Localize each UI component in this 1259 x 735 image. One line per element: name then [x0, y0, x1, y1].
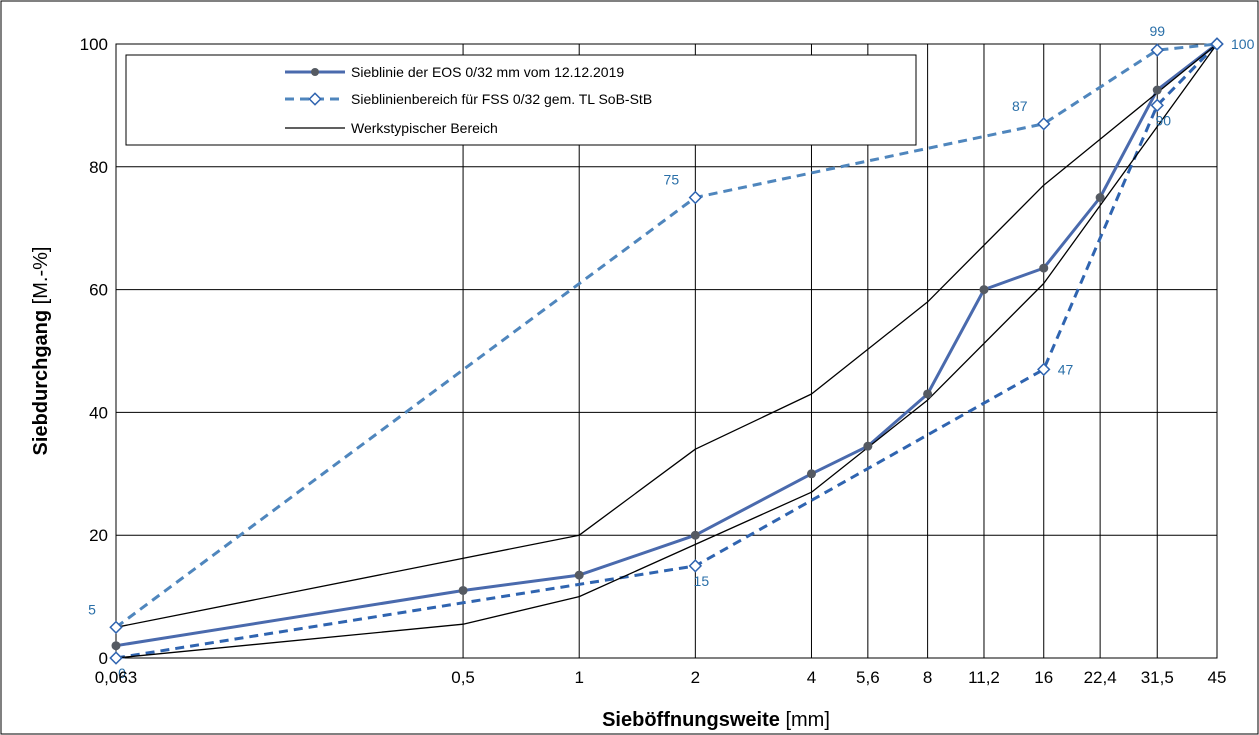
x-axis-title: Sieböffnungsweite [mm] [602, 709, 830, 731]
point-fss_upper-3 [1150, 43, 1164, 57]
point-fss_lower-1 [688, 559, 703, 573]
point-fss_lower-3 [1150, 98, 1164, 113]
y-axis-title-unit: [M.-%] [30, 247, 52, 310]
point-eos-6 [923, 389, 933, 399]
legend-label-fss: Sieblinienbereich für FSS 0/32 gem. TL S… [351, 91, 652, 107]
legend-item-eos: Sieblinie der EOS 0/32 mm vom 12.12.2019 [285, 64, 624, 80]
legend-box [125, 54, 917, 146]
tick-labels: 0,063 0,5 1 2 4 5,6 8 11,2 16 22,4 31,5 45 0 20 40 60 80… [80, 35, 1227, 687]
point-eos-2 [574, 570, 584, 580]
y-tick-label-3: 60 [89, 281, 108, 300]
point-eos-9 [1095, 193, 1105, 202]
data-label-6: 99 [1149, 23, 1165, 39]
point-fss_lower-4 [1210, 37, 1224, 51]
series-line-fss_upper [115, 42, 1218, 629]
y-tick-label-2: 40 [89, 403, 108, 422]
series-line-fss_lower [115, 42, 1219, 660]
point-eos-8 [1039, 263, 1049, 273]
x-axis-title-main: Sieböffnungsweite [602, 709, 780, 731]
point-eos-4 [806, 469, 816, 479]
x-tick-label-8: 16 [1034, 668, 1053, 687]
markers-layer [109, 37, 1224, 665]
x-tick-label-3: 2 [691, 668, 700, 687]
data-label-4: 87 [1012, 98, 1028, 114]
legend-marker-eos [311, 68, 319, 76]
data-label-5: 47 [1058, 361, 1074, 377]
x-tick-label-5: 5,6 [856, 668, 880, 687]
x-tick-label-4: 4 [807, 668, 816, 687]
point-fss_lower-0 [109, 651, 123, 665]
point-fss_upper-0 [109, 620, 123, 635]
y-tick-label-5: 100 [80, 35, 108, 54]
point-eos-5 [863, 441, 873, 451]
series-line-werk_upper [115, 43, 1218, 628]
y-tick-label-1: 20 [89, 526, 108, 545]
x-tick-label-6: 8 [923, 668, 932, 687]
legend-item-fss: Sieblinienbereich für FSS 0/32 gem. TL S… [285, 91, 652, 107]
plot-area-border [115, 43, 1218, 659]
x-tick-label-9: 22,4 [1084, 668, 1117, 687]
data-label-1: 0 [118, 665, 126, 681]
legend-label-werk: Werkstypischer Bereich [351, 120, 498, 136]
x-axis-title-unit: [mm] [780, 709, 830, 731]
point-fss_upper-2 [1037, 117, 1051, 131]
point-eos-7 [979, 285, 989, 295]
y-axis-title: Siebdurchgang [M.-%] [30, 247, 52, 456]
series-line-werk_lower [115, 43, 1218, 659]
data-label-2: 75 [664, 172, 680, 188]
legend-marker-fss [308, 92, 322, 106]
y-axis-title-main: Siebdurchgang [30, 310, 52, 456]
data-label-0: 5 [88, 601, 96, 617]
point-fss_upper-1 [688, 190, 703, 205]
legend-label-eos: Sieblinie der EOS 0/32 mm vom 12.12.2019 [351, 64, 624, 80]
y-tick-label-4: 80 [89, 158, 108, 177]
x-tick-label-2: 1 [574, 668, 583, 687]
data-label-8: 100 [1231, 36, 1255, 52]
legend-item-werk: Werkstypischer Bereich [285, 120, 498, 136]
series-layer [115, 42, 1219, 660]
point-fss_lower-2 [1037, 362, 1051, 377]
point-eos-10 [1152, 85, 1162, 95]
x-tick-label-11: 45 [1208, 668, 1227, 687]
annotations-layer: 5 0 75 15 87 47 99 90 100 [88, 23, 1254, 681]
point-eos-0 [111, 641, 121, 651]
point-eos-1 [458, 585, 468, 595]
point-eos-3 [690, 530, 700, 540]
x-tick-label-1: 0,5 [451, 668, 475, 687]
series-line-eos [115, 42, 1218, 648]
x-tick-label-7: 11,2 [968, 668, 1000, 687]
legend: Sieblinie der EOS 0/32 mm vom 12.12.2019… [125, 54, 917, 146]
x-tick-label-10: 31,5 [1141, 668, 1174, 687]
data-label-7: 90 [1155, 112, 1171, 128]
x-tick-label-0: 0,063 [95, 668, 138, 687]
y-tick-label-0: 0 [99, 649, 108, 668]
data-label-3: 15 [694, 573, 710, 589]
